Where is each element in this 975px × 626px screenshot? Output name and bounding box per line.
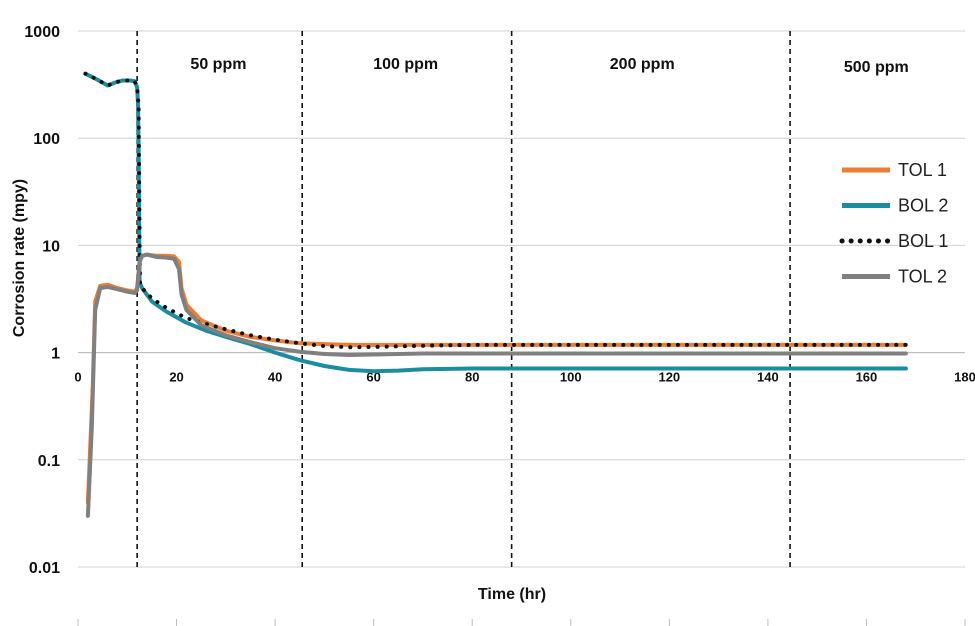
phase-label: 500 ppm [844,59,909,76]
y-tick-label: 0.1 [38,453,60,470]
series-line-bol-2 [83,71,908,374]
y-tick-label: 1000 [24,24,60,41]
y-tick-label: 100 [33,131,60,148]
legend-label: BOL 2 [898,196,948,216]
series-line-tol-2 [85,252,908,518]
x-tick-label: 100 [560,370,582,385]
y-tick-label: 10 [42,238,60,255]
legend-label: TOL 1 [898,160,947,180]
x-tick-label: 140 [757,370,779,385]
x-tick-label: 180 [954,370,975,385]
x-tick-label: 20 [169,370,183,385]
grid-layer [78,30,965,568]
series-layer [83,71,908,518]
series-line-tol-1 [85,252,908,505]
x-tick-label: 0 [74,370,81,385]
series-line-bol-1 [83,71,908,350]
x-tick-label: 80 [465,370,479,385]
y-tick-label: 1 [51,346,60,363]
phase-label: 50 ppm [190,56,246,73]
legend: TOL 1 BOL 2 BOL 1 TOL 2 [839,160,948,287]
y-tick-label: 0.01 [29,560,60,577]
axes: 1000 100 10 1 0.1 0.01 0 20 40 60 80 100 120 140 160 18… [24,24,975,626]
phase-label: 200 ppm [610,56,675,73]
x-axis-title: Time (hr) [478,586,546,603]
x-tick-label: 40 [268,370,282,385]
x-tick-label: 120 [658,370,680,385]
phase-label: 100 ppm [373,56,438,73]
x-tick-label: 160 [856,370,878,385]
phase-boundaries: 50 ppm 100 ppm 200 ppm 500 ppm [136,31,909,567]
y-axis-title: Corrosion rate (mpy) [11,179,28,337]
legend-label: BOL 1 [898,231,948,251]
legend-label: TOL 2 [898,267,947,287]
x-tick-label: 60 [366,370,380,385]
